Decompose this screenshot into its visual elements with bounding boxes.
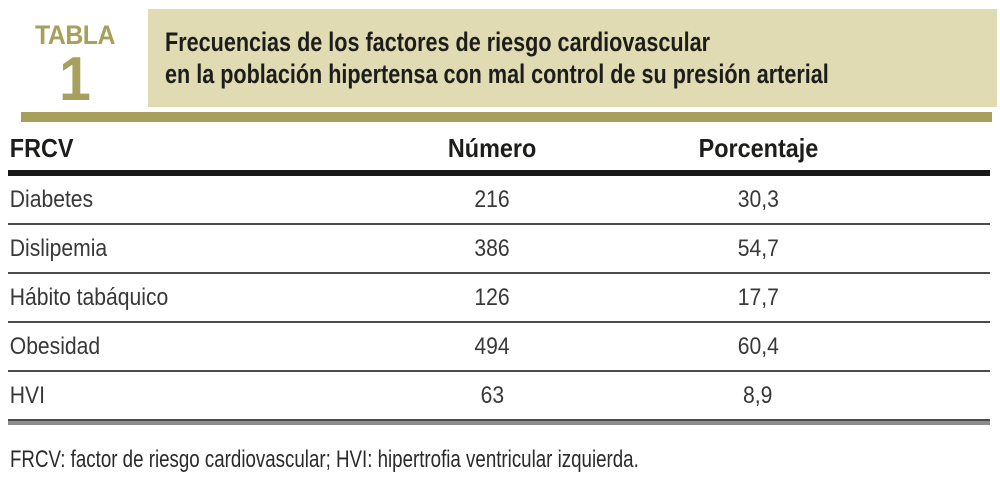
title-line-2: en la población hipertensa con mal contr… bbox=[165, 59, 829, 89]
row-numero-value: 216 bbox=[474, 185, 510, 213]
column-header-porcentaje-label: Porcentaje bbox=[698, 132, 818, 163]
column-header-numero: Número bbox=[388, 133, 596, 164]
title-line-1: Frecuencias de los factores de riesgo ca… bbox=[165, 26, 711, 57]
table-title-box: Frecuencias de los factores de riesgo ca… bbox=[148, 9, 997, 107]
table-header-row: FRCV Número Porcentaje bbox=[8, 126, 990, 170]
row-porcentaje-value: 8,9 bbox=[743, 381, 773, 409]
footnote: FRCV: factor de riesgo cardiovascular; H… bbox=[10, 446, 639, 473]
row-numero-value: 126 bbox=[474, 283, 510, 311]
row-porcentaje-cell: 8,9 bbox=[596, 382, 920, 410]
row-numero-cell: 494 bbox=[388, 333, 596, 361]
footer-rule bbox=[8, 421, 990, 425]
row-label-cell: Dislipemia bbox=[9, 234, 108, 262]
table-row-obesidad: Obesidad 494 60,4 bbox=[8, 323, 990, 372]
header-rule bbox=[8, 170, 990, 176]
row-porcentaje-value: 60,4 bbox=[737, 332, 779, 360]
data-table: FRCV Número Porcentaje Diabetes 216 30,3… bbox=[8, 126, 990, 425]
table-row-diabetes: Diabetes 216 30,3 bbox=[8, 176, 990, 225]
column-header-porcentaje: Porcentaje bbox=[596, 133, 920, 164]
row-numero-value: 386 bbox=[474, 234, 510, 262]
row-numero-value: 63 bbox=[480, 381, 504, 409]
row-numero-cell: 216 bbox=[388, 186, 596, 214]
row-label-cell: Hábito tabáquico bbox=[9, 283, 169, 311]
badge-number: 1 bbox=[59, 45, 91, 114]
row-porcentaje-cell: 17,7 bbox=[596, 284, 920, 312]
row-label-cell: Diabetes bbox=[9, 185, 94, 213]
row-porcentaje-value: 17,7 bbox=[737, 283, 779, 311]
row-porcentaje-value: 54,7 bbox=[737, 234, 779, 262]
row-porcentaje-cell: 54,7 bbox=[596, 235, 920, 263]
row-numero-cell: 386 bbox=[388, 235, 596, 263]
column-header-numero-label: Número bbox=[447, 132, 537, 163]
row-numero-cell: 126 bbox=[388, 284, 596, 312]
table-row-hvi: HVI 63 8,9 bbox=[8, 372, 990, 421]
header-accent-bar bbox=[21, 112, 992, 122]
table-row-habito-tabaquico: Hábito tabáquico 126 17,7 bbox=[8, 274, 990, 323]
row-porcentaje-cell: 30,3 bbox=[596, 186, 920, 214]
tabla-badge: TABLA 1 bbox=[25, 20, 125, 114]
row-porcentaje-value: 30,3 bbox=[737, 185, 779, 213]
row-numero-value: 494 bbox=[474, 332, 510, 360]
row-numero-cell: 63 bbox=[388, 382, 596, 410]
row-label-cell: HVI bbox=[9, 381, 45, 409]
badge-label: TABLA bbox=[34, 20, 116, 50]
column-header-frcv: FRCV bbox=[9, 132, 74, 163]
table-row-dislipemia: Dislipemia 386 54,7 bbox=[8, 225, 990, 274]
row-label-cell: Obesidad bbox=[9, 332, 101, 360]
row-porcentaje-cell: 60,4 bbox=[596, 333, 920, 361]
